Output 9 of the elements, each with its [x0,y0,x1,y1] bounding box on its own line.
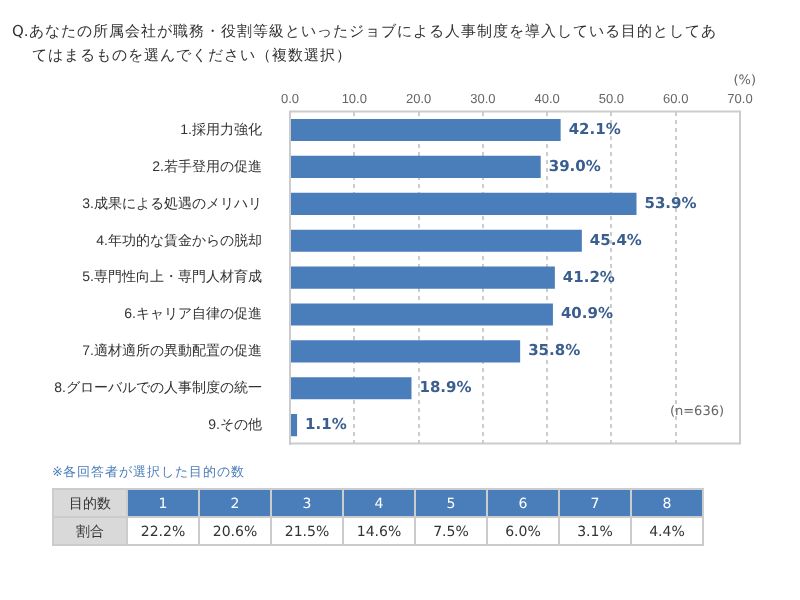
bar [291,340,521,363]
bar [291,229,582,252]
bar [291,118,561,142]
bar [291,266,555,289]
bar [291,155,541,178]
bar [291,377,412,400]
bar [291,303,553,326]
bar [291,414,298,437]
bar [291,192,637,215]
